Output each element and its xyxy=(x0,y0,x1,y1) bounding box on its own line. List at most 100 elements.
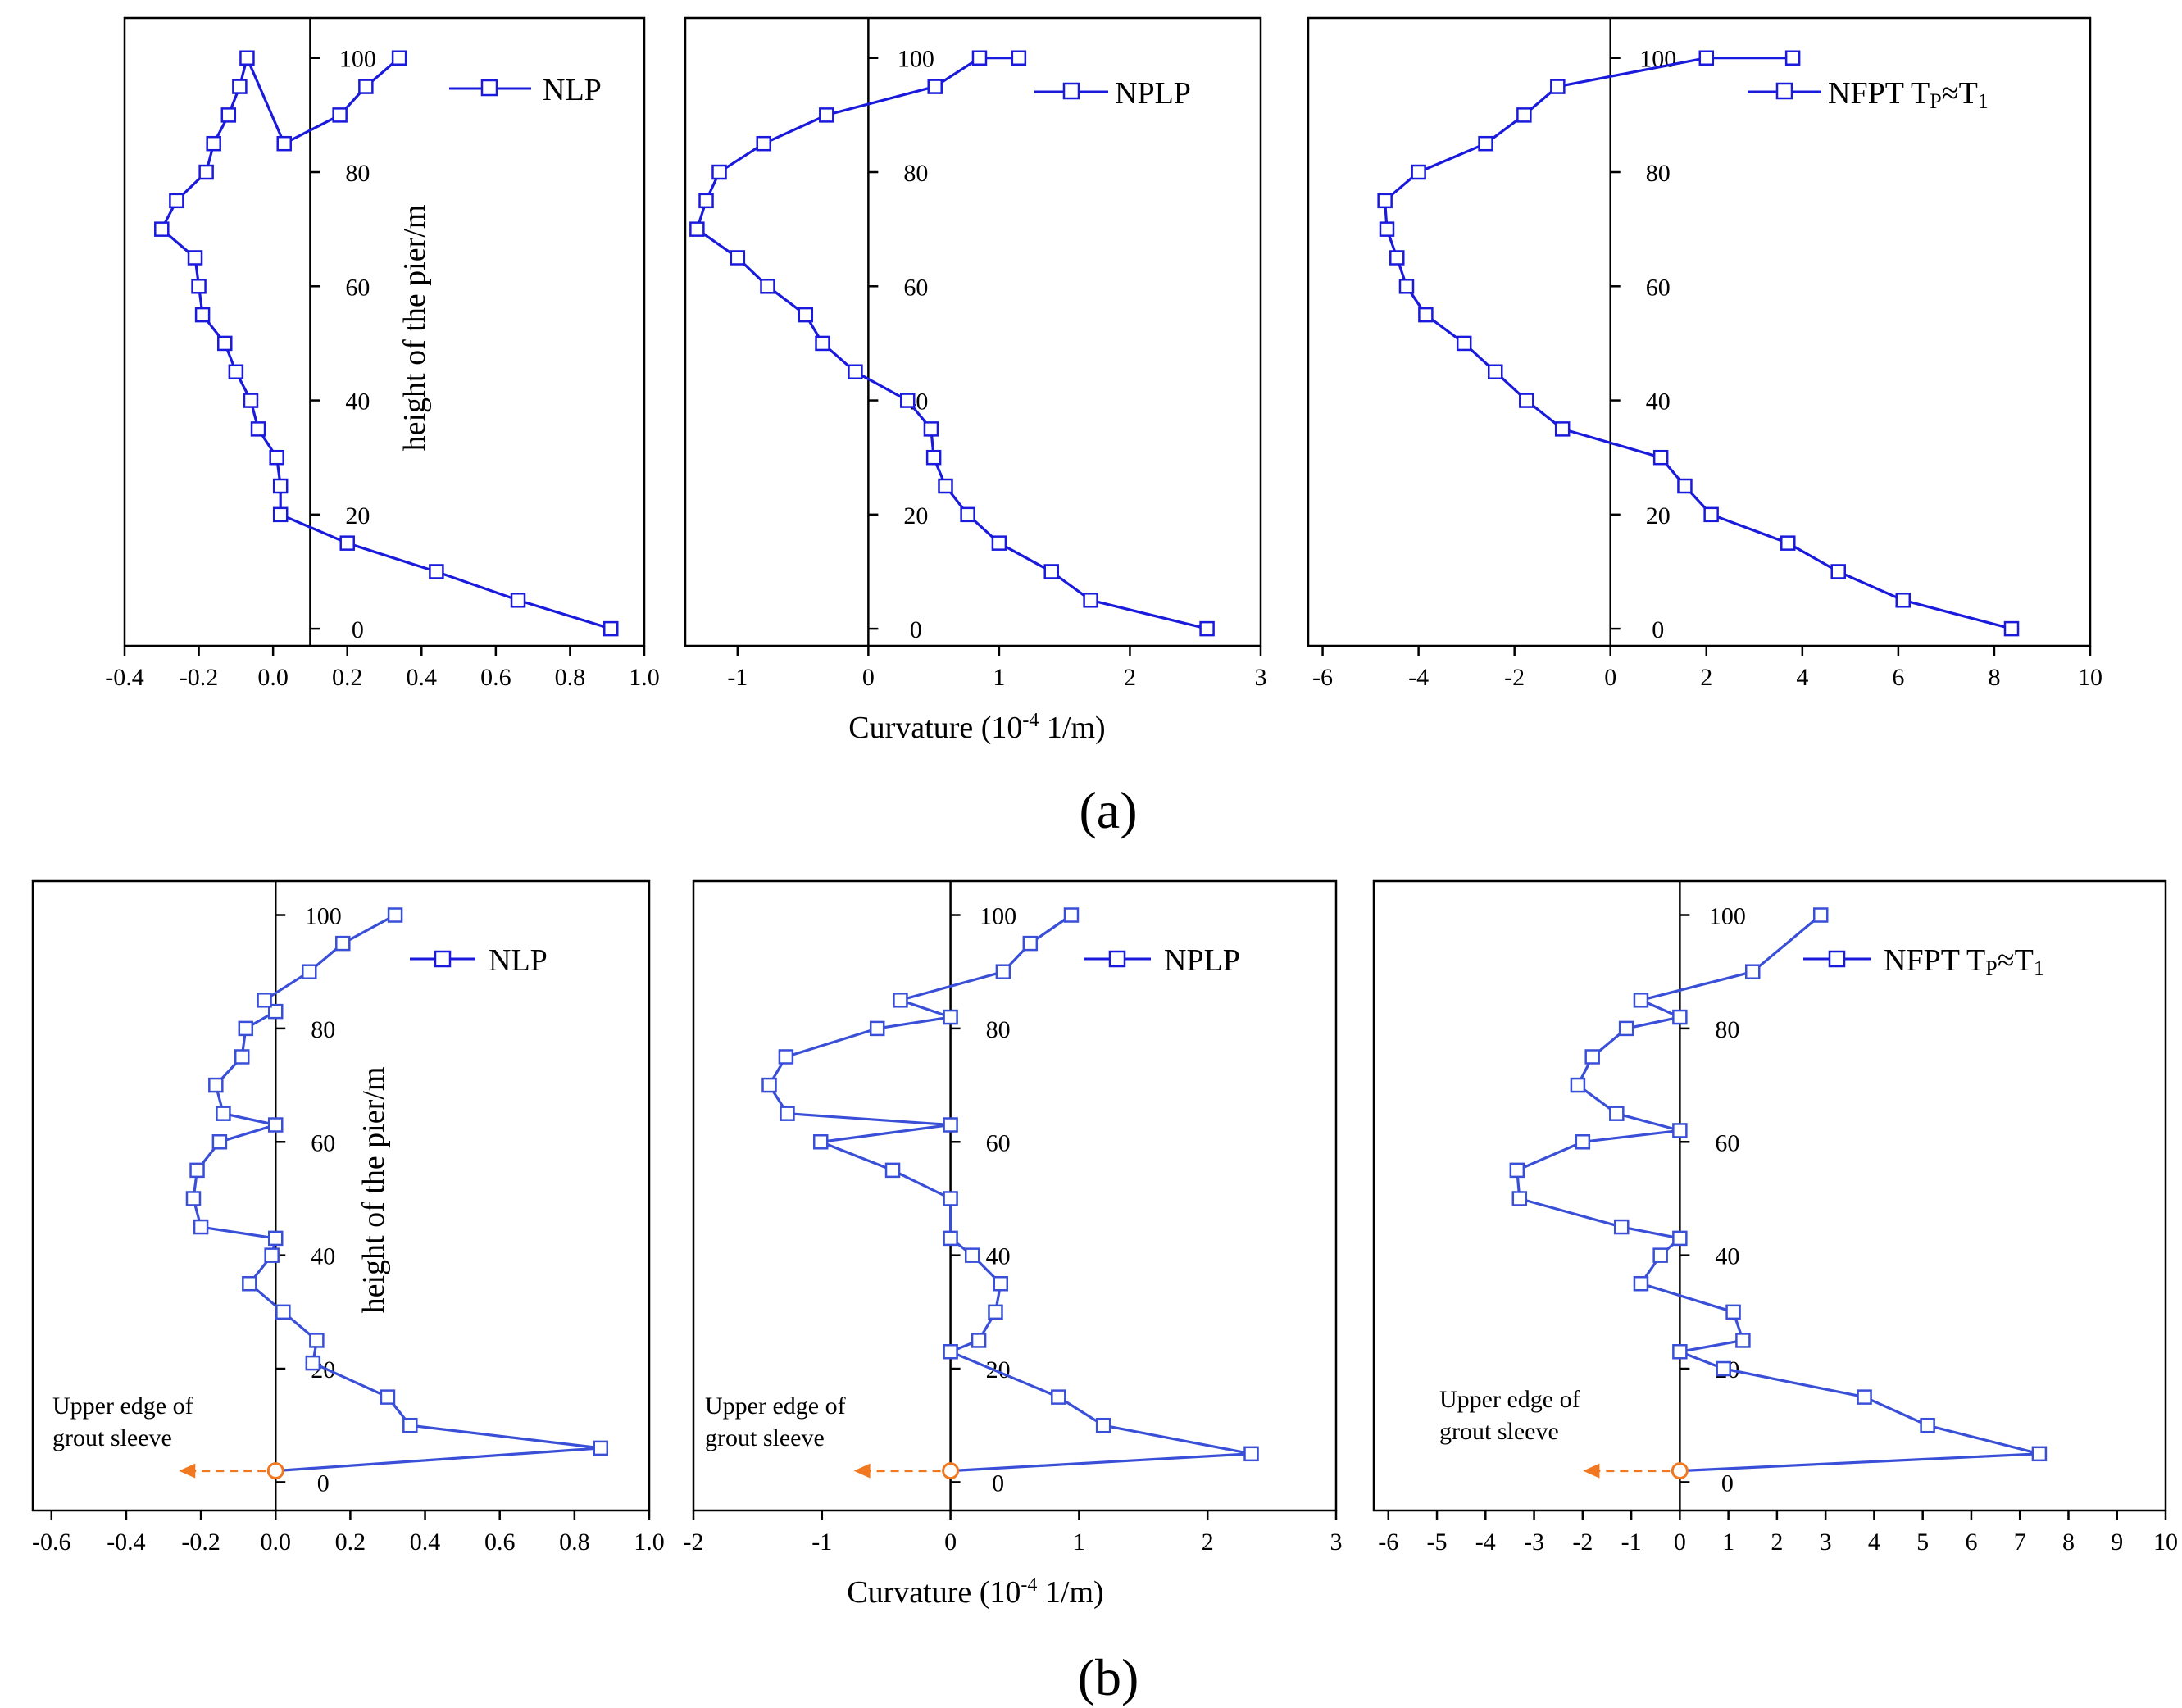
data-point-a1 xyxy=(154,221,170,237)
data-point-a1 xyxy=(243,393,259,408)
data-point-b1 xyxy=(335,935,351,952)
x-tick-label-b3: 6 xyxy=(1965,1529,1977,1556)
data-point-a3 xyxy=(1677,478,1693,494)
x-tick-label-a3: -2 xyxy=(1504,664,1525,691)
data-point-a2 xyxy=(698,193,714,209)
data-point-a2 xyxy=(899,393,916,408)
x-tick-label-b1: -0.4 xyxy=(107,1529,146,1556)
data-point-a3 xyxy=(1418,307,1434,323)
data-point-a1 xyxy=(602,620,619,637)
data-point-b1 xyxy=(305,1355,321,1371)
data-point-a2 xyxy=(960,506,975,523)
x-axis-title-b: Curvature (10-4 1/m) xyxy=(847,1574,1103,1610)
x-tick-label-b3: 1 xyxy=(1722,1529,1734,1556)
data-point-a3 xyxy=(1519,393,1534,408)
data-point-b3 xyxy=(1633,1275,1649,1292)
data-point-b2 xyxy=(943,1191,958,1206)
x-tick-label-b3: 0 xyxy=(1674,1529,1686,1556)
data-point-b3 xyxy=(1672,1344,1688,1360)
series-line-a2 xyxy=(695,57,1207,630)
x-tick-label-b3: 4 xyxy=(1868,1529,1880,1556)
annotation-line-1: Upper edge of xyxy=(705,1392,846,1420)
x-tick-label-a3: 8 xyxy=(1988,664,2000,691)
data-point-a1 xyxy=(187,250,203,266)
data-point-a1 xyxy=(269,449,284,466)
data-point-a2 xyxy=(938,478,953,494)
data-point-a1 xyxy=(228,364,244,379)
data-point-a1 xyxy=(429,564,444,579)
series-b1: -0.6 -0.4 -0.2 0.0 0.2 0.4 0.6 0.8 1.00204060801… xyxy=(32,881,665,1556)
panel-b2: -2 -1 0 1 2 3 0 20 40 60 80 100 NPLP Upper edge of … xyxy=(684,879,1343,1556)
x-tick-label-b2: 2 xyxy=(1202,1529,1214,1556)
x-tick-label-b3: 9 xyxy=(2111,1529,2123,1556)
x-tick-label-b3: 3 xyxy=(1820,1529,1832,1556)
y-tick-label-b1: 100 xyxy=(305,903,342,930)
series-line-b1 xyxy=(192,914,602,1473)
data-point-b3 xyxy=(1812,907,1829,923)
data-point-b2 xyxy=(869,1020,885,1037)
data-point-b1 xyxy=(211,1134,228,1150)
data-point-a1 xyxy=(391,50,407,66)
data-point-b1 xyxy=(275,1304,291,1320)
y-tick-label-b2: 80 xyxy=(986,1016,1011,1043)
data-point-a3 xyxy=(1411,164,1426,180)
x-tick-label-b1: 0.0 xyxy=(260,1529,291,1556)
x-tick-label-a1: 0.4 xyxy=(407,664,438,691)
data-point-b3 xyxy=(1509,1162,1525,1179)
y-tick-label-a3: 80 xyxy=(1646,160,1671,187)
data-point-a3 xyxy=(2003,620,2020,637)
data-point-b1 xyxy=(189,1162,205,1179)
data-point-a1 xyxy=(169,193,184,209)
data-point-b2 xyxy=(1051,1389,1066,1405)
data-point-b1 xyxy=(216,1106,231,1121)
data-point-b1 xyxy=(257,993,272,1008)
x-tick-label-a1: 0.6 xyxy=(480,664,511,691)
data-point-b1 xyxy=(309,1333,325,1348)
legend-a3: NFPT TP≈T1 xyxy=(1748,76,1989,113)
plot-frame-a2 xyxy=(684,16,1262,647)
panel-b1: -0.6 -0.4 -0.2 0.0 0.2 0.4 0.6 0.8 1.00204060801… xyxy=(31,879,665,1556)
x-tick-label-a2: 1 xyxy=(993,664,1005,691)
data-point-b1 xyxy=(208,1077,224,1093)
plot-frame-b1 xyxy=(31,879,651,1512)
legend-label-a3: NFPT TP≈T1 xyxy=(1828,76,1989,113)
data-point-b2 xyxy=(965,1247,980,1263)
data-point-a1 xyxy=(510,593,526,608)
data-point-a3 xyxy=(1550,79,1566,94)
data-point-a3 xyxy=(1516,107,1532,123)
x-tick-label-a1: -0.2 xyxy=(180,664,219,691)
annotation-line-2: grout sleeve xyxy=(52,1424,172,1451)
data-point-b1 xyxy=(185,1191,202,1206)
x-tick-label-b1: 0.4 xyxy=(410,1529,441,1556)
y-tick-label-a1: 80 xyxy=(345,160,370,187)
x-tick-label-a3: 10 xyxy=(2078,664,2102,691)
y-tick-label-a2: 60 xyxy=(903,274,928,301)
y-tick-label-b3: 40 xyxy=(1715,1243,1739,1270)
data-point-a3 xyxy=(1379,221,1395,237)
x-tick-label-b2: -2 xyxy=(684,1529,704,1556)
y-tick-label-a3: 20 xyxy=(1646,502,1671,529)
y-tick-label-b1: 60 xyxy=(311,1129,335,1156)
data-point-b3 xyxy=(1618,1020,1634,1037)
series-a1: -0.4 -0.2 0.0 0.2 0.4 0.6 0.8 1.0 0 20 40 60 80 100 xyxy=(105,18,660,691)
data-point-a3 xyxy=(1398,279,1415,294)
data-point-a3 xyxy=(1703,506,1719,523)
panel-a1: -0.4 -0.2 0.0 0.2 0.4 0.6 0.8 1.0 0 20 40 60 80 100 N… xyxy=(105,16,660,691)
legend-label-b1: NLP xyxy=(489,943,548,978)
x-tick-label-b1: -0.2 xyxy=(181,1529,220,1556)
data-point-a2 xyxy=(1011,50,1027,66)
x-tick-label-a2: 3 xyxy=(1255,664,1267,691)
data-point-b3 xyxy=(1920,1417,1935,1433)
data-point-b2 xyxy=(943,1009,958,1025)
y-tick-label-b2: 60 xyxy=(986,1129,1011,1156)
data-point-b2 xyxy=(884,1162,901,1179)
y-axis-title-b: height of the pier/m xyxy=(357,1067,391,1314)
series-line-a3 xyxy=(1384,57,2012,630)
data-point-a3 xyxy=(1830,564,1846,579)
legend-b1: NLP xyxy=(410,943,548,978)
data-point-b1 xyxy=(593,1440,609,1456)
data-point-a2 xyxy=(815,335,830,352)
data-point-a1 xyxy=(239,50,255,66)
